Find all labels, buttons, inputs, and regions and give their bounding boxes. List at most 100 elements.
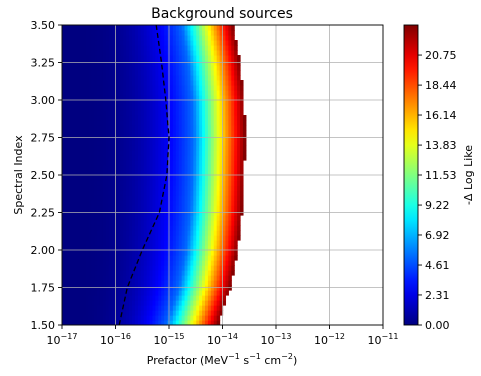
heatmap-cell [114,40,119,46]
heatmap-cell [85,290,89,296]
heatmap-cell [76,240,81,246]
heatmap-cell [129,25,133,31]
heatmap-cell [76,280,81,286]
heatmap-cell [111,215,116,221]
heatmap-cell [111,140,116,146]
heatmap-cell [134,230,139,236]
heatmap-cell [225,290,229,296]
heatmap-cell [111,255,116,261]
heatmap-cell [222,30,227,36]
heatmap-cell [161,240,165,246]
heatmap-cell [225,265,229,271]
heatmap-cell [132,25,136,31]
heatmap-cell [102,255,107,261]
heatmap-cell [143,100,148,106]
heatmap-cell [82,155,86,161]
heatmap-cell [64,130,69,136]
heatmap-cell [161,130,165,136]
heatmap-cell [202,220,206,226]
heatmap-cell [234,95,238,101]
heatmap-cell [108,145,113,151]
heatmap-cell [155,115,159,121]
heatmap-cell [99,40,104,46]
heatmap-cell [219,220,224,226]
heatmap-cell [99,250,104,256]
heatmap-cell [82,30,86,36]
heatmap-cell [213,50,218,56]
heatmap-cell [228,110,232,116]
heatmap-cell [140,280,145,286]
heatmap-cell [225,145,229,151]
heatmap-cell [117,190,121,196]
heatmap-cell [105,185,110,191]
heatmap-cell [193,55,197,61]
heatmap-cell [169,245,174,251]
heatmap-cell [88,150,92,156]
heatmap-cell [99,30,104,36]
heatmap-cell [184,190,189,196]
heatmap-cell [152,50,156,56]
heatmap-cell [123,75,127,81]
heatmap-cell [242,140,247,146]
heatmap-cell [111,290,116,296]
heatmap-cell [88,185,92,191]
heatmap-cell [99,125,104,131]
heatmap-cell [111,275,116,281]
heatmap-cell [222,165,227,171]
heatmap-cell [91,105,95,111]
heatmap-cell [132,55,136,61]
heatmap-cell [64,120,69,126]
heatmap-cell [184,105,189,111]
heatmap-cell [204,220,209,226]
heatmap-cell [140,145,145,151]
heatmap-cell [73,240,78,246]
heatmap-cell [155,245,159,251]
heatmap-cell [181,130,186,136]
heatmap-cell [88,115,92,121]
heatmap-cell [85,220,89,226]
heatmap-cell [190,180,194,186]
heatmap-cell [143,155,148,161]
heatmap-cell [129,165,133,171]
heatmap-cell [114,95,119,101]
heatmap-cell [242,145,247,151]
heatmap-cell [187,320,191,325]
heatmap-cell [178,145,183,151]
heatmap-cell [222,80,227,86]
heatmap-cell [225,40,229,46]
heatmap-cell [149,35,154,41]
y-tick-label: 2.00 [31,244,56,257]
heatmap-cell [204,185,209,191]
heatmap-cell [79,295,84,301]
heatmap-cell [126,130,130,136]
heatmap-cell [79,205,84,211]
heatmap-cell [152,170,156,176]
heatmap-cell [181,305,186,311]
heatmap-cell [219,65,224,71]
heatmap-cell [88,310,92,316]
heatmap-cell [94,45,98,51]
heatmap-cell [143,235,148,241]
heatmap-cell [111,320,116,325]
heatmap-cell [228,240,232,246]
heatmap-cell [187,275,191,281]
heatmap-cell [199,195,203,201]
heatmap-cell [164,170,168,176]
heatmap-cell [210,105,215,111]
heatmap-cell [105,280,110,286]
heatmap-cell [199,205,203,211]
heatmap-cell [190,300,194,306]
heatmap-cell [196,295,200,301]
heatmap-cell [62,155,66,161]
heatmap-cell [222,230,227,236]
heatmap-cell [76,305,81,311]
heatmap-cell [231,170,235,176]
heatmap-cell [164,110,168,116]
heatmap-cell [237,155,241,161]
heatmap-cell [172,200,177,206]
heatmap-cell [129,55,133,61]
heatmap-cell [149,50,154,56]
heatmap-cell [132,215,136,221]
heatmap-cell [196,265,200,271]
heatmap-cell [169,105,174,111]
